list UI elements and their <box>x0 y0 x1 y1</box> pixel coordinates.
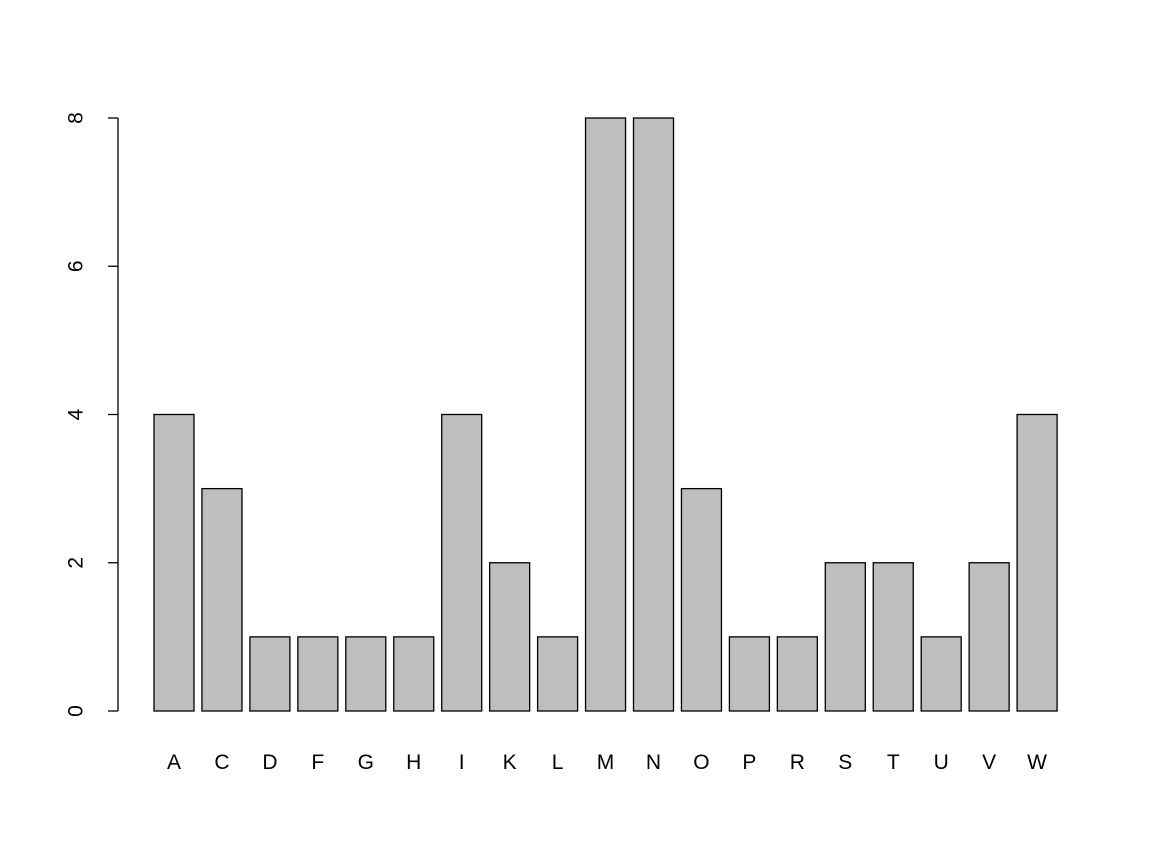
bar-S <box>824 562 866 712</box>
x-tick-label: M <box>597 751 615 774</box>
x-tick-label: G <box>358 751 374 774</box>
x-tick-label: P <box>742 751 756 774</box>
bar-V <box>968 562 1010 712</box>
bar-L <box>536 636 579 712</box>
x-tick-label: N <box>646 751 661 774</box>
x-tick-label: I <box>459 751 465 774</box>
bar-W <box>1016 413 1058 712</box>
x-tick-label: U <box>934 751 949 774</box>
bar-C <box>201 487 243 712</box>
y-tick-label: 8 <box>65 112 88 124</box>
x-tick-label: C <box>214 751 229 774</box>
x-tick-label: L <box>552 751 564 774</box>
bar-P <box>728 636 771 712</box>
x-tick-label: A <box>167 751 181 774</box>
bar-I <box>441 413 483 712</box>
x-tick-label: O <box>693 751 709 774</box>
bar-U <box>920 636 962 712</box>
bar-F <box>297 636 339 712</box>
y-tick-label: 0 <box>65 705 88 717</box>
bar-N <box>632 117 675 712</box>
x-tick-label: F <box>311 751 324 774</box>
bar-A <box>153 413 195 712</box>
bar-T <box>872 562 914 712</box>
x-tick-label: H <box>406 751 421 774</box>
x-tick-label: S <box>838 751 852 774</box>
bar-G <box>345 636 387 712</box>
x-tick-label: W <box>1027 751 1047 774</box>
bar-D <box>249 636 291 712</box>
y-axis: 0 2 4 6 8 <box>65 112 119 717</box>
bar-O <box>680 487 723 712</box>
y-tick-label: 4 <box>65 408 88 420</box>
x-tick-label: D <box>262 751 277 774</box>
y-tick-label: 2 <box>65 557 88 569</box>
bars <box>153 117 1058 712</box>
x-tick-label: R <box>790 751 805 774</box>
bar-R <box>776 636 818 712</box>
bar-K <box>488 562 531 712</box>
y-tick-label: 6 <box>65 260 88 272</box>
x-tick-label: T <box>887 751 900 774</box>
bar-M <box>584 117 627 712</box>
x-tick-label: K <box>503 751 517 774</box>
x-tick-label: V <box>982 751 996 774</box>
bar-H <box>393 636 435 712</box>
